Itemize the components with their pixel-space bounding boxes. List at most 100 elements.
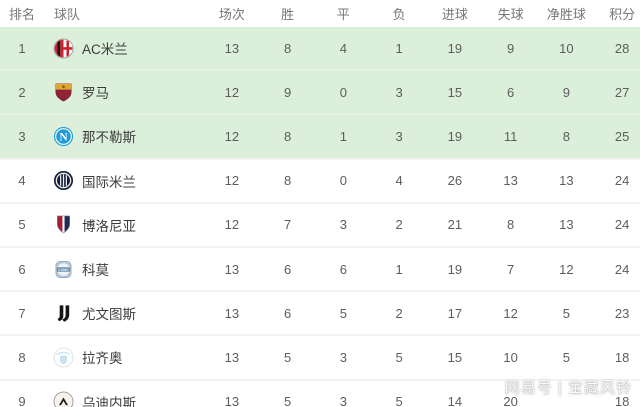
goals-for: 19 [447,261,463,277]
goals-for: 15 [447,84,463,100]
losses: 5 [395,349,403,365]
team-name: 罗马 [82,86,109,102]
table-row[interactable]: 3 N 那不勒斯 12 8 1 3 19 11 8 25 [0,113,640,158]
points: 18 [614,349,630,365]
losses: 5 [395,394,403,407]
col-header-team: 球队 [54,7,81,22]
losses: 3 [395,128,403,144]
goals-against: 9 [507,40,515,56]
rank-value: 6 [18,261,26,277]
team-cell: 尤文图斯 [44,303,204,324]
points: 24 [614,173,630,189]
team-cell: COMO 科莫 [44,259,204,280]
matches-played: 12 [224,128,240,144]
draws: 3 [339,394,347,407]
team-cell: 国际米兰 [44,170,204,191]
inter-crest-icon [53,170,74,191]
goals-against: 10 [503,349,518,365]
goals-against: 8 [507,217,515,233]
team-cell: 拉齐奥 [44,347,204,368]
rank-value: 1 [18,40,26,56]
table-header-row: 排名 球队 场次 胜 平 负 进球 失球 净胜球 积分 [0,0,640,27]
juventus-crest-icon [53,303,74,324]
table-row[interactable]: 2 罗马 12 9 0 3 15 6 9 27 [0,69,640,114]
wins: 8 [284,40,292,56]
table-row[interactable]: 1 AC米兰 13 8 4 1 19 9 10 28 [0,27,640,70]
draws: 4 [339,40,347,56]
table-row[interactable]: 8 拉齐奥 13 5 3 5 15 10 5 18 [0,334,640,378]
svg-text:N: N [59,132,68,144]
col-header-goal-diff: 净胜球 [546,7,586,22]
team-cell: AC米兰 [44,38,204,59]
draws: 1 [339,128,347,144]
points: 27 [614,84,630,100]
losses: 1 [395,261,403,277]
goals-for: 14 [447,394,463,407]
como-crest-icon: COMO [53,259,74,280]
goals-for: 21 [447,217,463,233]
rank-value: 9 [18,394,26,407]
losses: 2 [395,305,403,321]
matches-played: 12 [224,173,240,189]
col-header-rank: 排名 [8,7,35,22]
goal-difference: 9 [562,84,570,100]
team-name: 博洛尼亚 [82,218,136,234]
table-row[interactable]: 6 COMO 科莫 13 6 6 1 19 7 12 24 [0,245,640,290]
col-header-losses: 负 [392,7,406,22]
draws: 5 [339,305,347,321]
goal-difference: 5 [562,305,570,321]
table-row[interactable]: 4 国际米兰 12 8 0 4 26 13 13 24 [0,157,640,202]
goal-difference: 10 [559,40,574,56]
goals-for: 26 [447,173,463,189]
goals-against: 11 [503,128,518,144]
matches-played: 13 [224,40,240,56]
wins: 6 [284,305,292,321]
draws: 3 [339,217,347,233]
goals-for: 15 [447,349,463,365]
goals-for: 19 [447,40,463,56]
matches-played: 13 [224,394,240,407]
wins: 8 [284,173,292,189]
matches-played: 12 [224,84,240,100]
goals-against: 20 [503,394,518,407]
table-row[interactable]: 5 博洛尼亚 12 7 3 2 21 8 13 24 [0,201,640,246]
draws: 0 [339,173,347,189]
lazio-crest-icon [53,347,74,368]
rank-value: 3 [18,128,26,144]
goal-difference: 13 [559,173,574,189]
wins: 6 [284,261,292,277]
points: 24 [614,217,630,233]
team-cell: 博洛尼亚 [44,214,204,235]
points: 28 [614,40,630,56]
losses: 1 [395,40,403,56]
team-cell: N 那不勒斯 [44,126,204,147]
goals-for: 19 [447,128,463,144]
roma-crest-icon [53,82,74,103]
rank-value: 2 [18,84,26,100]
rank-value: 5 [18,217,26,233]
matches-played: 13 [224,305,240,321]
draws: 3 [339,349,347,365]
table-row[interactable]: 9 乌迪内斯 13 5 3 5 14 20 18 [0,378,640,407]
goal-difference: 13 [559,217,574,233]
team-cell: 罗马 [44,82,204,103]
col-header-points: 积分 [609,7,636,22]
table-row[interactable]: 7 尤文图斯 13 6 5 2 17 12 5 23 [0,290,640,334]
wins: 9 [284,84,292,100]
col-header-wins: 胜 [281,7,295,22]
team-name: AC米兰 [82,42,128,58]
goal-difference: 5 [562,349,570,365]
napoli-crest-icon: N [53,126,74,147]
goal-difference: 8 [562,128,570,144]
points: 18 [614,394,630,407]
team-name: 尤文图斯 [82,307,136,323]
goals-against: 7 [507,261,515,277]
rank-value: 4 [18,173,26,189]
goals-against: 6 [507,84,515,100]
table-body: 1 AC米兰 13 8 4 1 19 9 10 28 2 罗马 12 9 0 3… [0,27,640,407]
col-header-played: 场次 [218,7,245,22]
goals-against: 13 [503,173,518,189]
losses: 4 [395,173,403,189]
points: 23 [614,305,630,321]
